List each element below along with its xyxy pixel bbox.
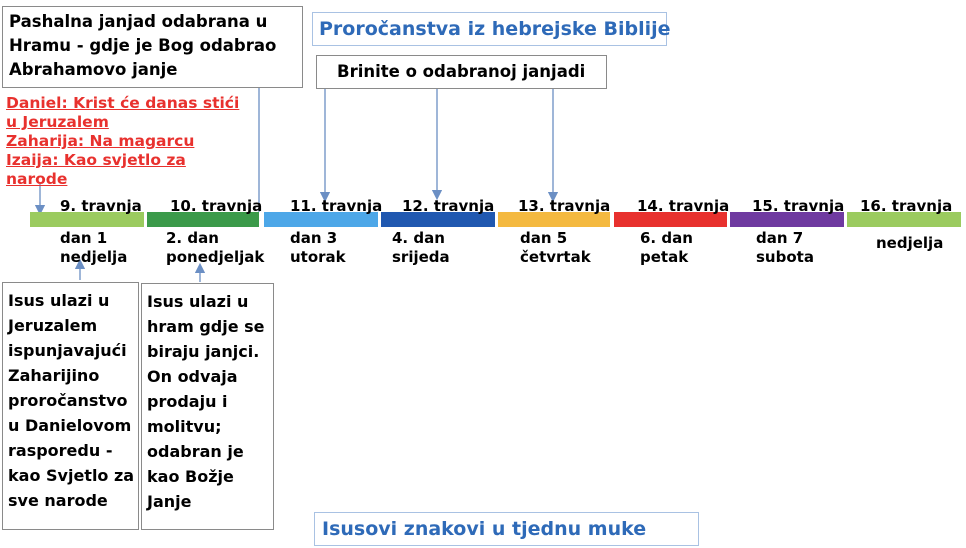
jerusalem-desc-box: Isus ulazi u Jeruzalem ispunjavajući Zah…	[2, 282, 139, 530]
timeline-bar-2	[147, 212, 259, 227]
day-label-2: 2. dan ponedjeljak	[166, 229, 265, 266]
timeline-bar-6	[614, 212, 727, 227]
passover-line-2: Hramu - gdje je Bog odabrao	[9, 36, 277, 55]
jerusalem-desc: Isus ulazi u Jeruzalem ispunjavajući Zah…	[8, 291, 135, 510]
prophecy-line-2: u Jeruzalem	[6, 113, 109, 131]
passover-line-1: Pashalna janjad odabrana u	[9, 12, 268, 31]
day-label-8: nedjelja	[876, 234, 944, 252]
passover-note-box: Pashalna janjad odabrana u Hramu - gdje …	[2, 6, 303, 88]
date-label-6: 14. travnja	[637, 197, 730, 215]
day-label-6: 6. dan petak	[640, 229, 693, 266]
prophecy-line-4: Izaija: Kao svjetlo za	[6, 151, 186, 169]
care-note-box: Brinite o odabranoj janjadi	[316, 55, 607, 89]
timeline-bar-1	[30, 212, 144, 227]
care-note: Brinite o odabranoj janjadi	[337, 62, 586, 81]
date-label-2: 10. travnja	[170, 197, 263, 215]
title-top: Proročanstva iz hebrejske Biblije	[319, 18, 671, 40]
date-label-3: 11. travnja	[290, 197, 383, 215]
temple-desc-box: Isus ulazi u hram gdje se biraju janjci.…	[141, 283, 274, 530]
date-label-8: 16. travnja	[860, 197, 953, 215]
passover-line-3: Abrahamovo janje	[9, 60, 178, 79]
date-label-4: 12. travnja	[402, 197, 495, 215]
temple-desc: Isus ulazi u hram gdje se biraju janjci.…	[147, 292, 265, 511]
day-label-1: dan 1 nedjelja	[60, 229, 128, 266]
date-label-1: 9. travnja	[60, 197, 142, 215]
timeline-bar-7	[730, 212, 844, 227]
title-bottom-box: Isusovi znakovi u tjednu muke	[314, 512, 699, 546]
day-label-3: dan 3 utorak	[290, 229, 346, 266]
prophecy-line-3: Zaharija: Na magarcu	[6, 132, 195, 150]
prophecy-line-1: Daniel: Krist će danas stići	[6, 94, 240, 112]
day-label-4: 4. dan srijeda	[392, 229, 450, 266]
day-label-5: dan 5 četvrtak	[520, 229, 591, 266]
title-bottom: Isusovi znakovi u tjednu muke	[322, 518, 647, 540]
timeline-bar-4	[381, 212, 495, 227]
timeline-bar-8	[847, 212, 961, 227]
date-label-7: 15. travnja	[752, 197, 845, 215]
date-label-5: 13. travnja	[518, 197, 611, 215]
title-top-box: Proročanstva iz hebrejske Biblije	[312, 12, 671, 46]
timeline-bar-5	[498, 212, 610, 227]
day-label-7: dan 7 subota	[756, 229, 814, 266]
prophecy-line-5: narode	[6, 170, 68, 188]
timeline-bar-3	[264, 212, 378, 227]
